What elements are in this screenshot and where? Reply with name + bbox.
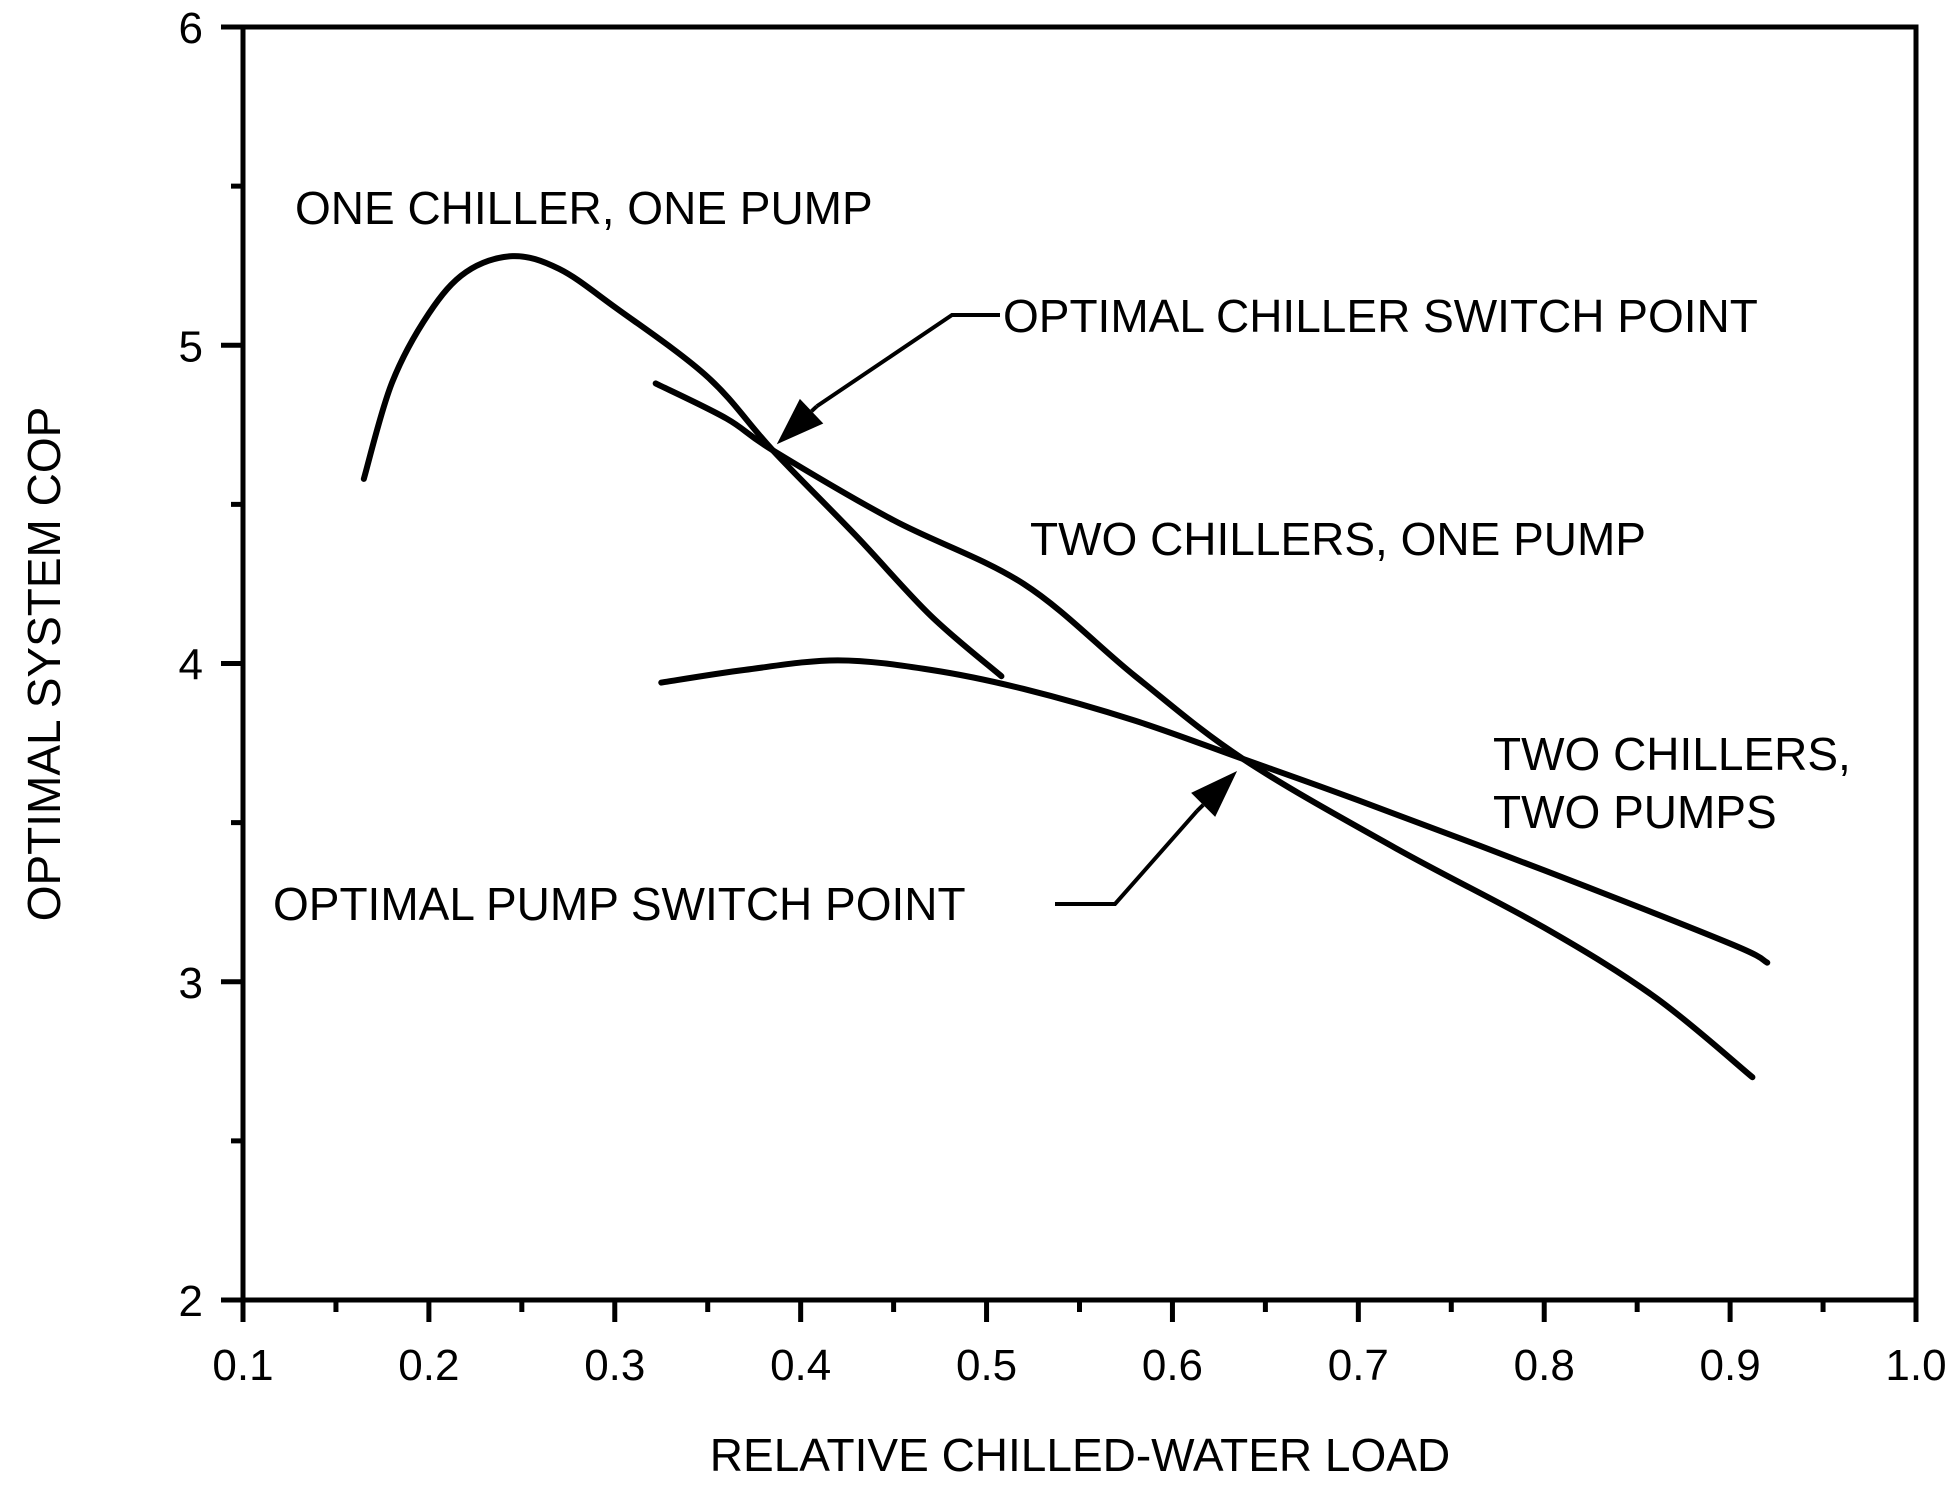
label-one-chiller-one-pump: ONE CHILLER, ONE PUMP [295,182,873,234]
curve-one-chiller-one-pump [360,253,1005,680]
pump-switch-leader [1055,809,1199,906]
label-two-chillers-one-pump: TWO CHILLERS, ONE PUMP [1030,513,1646,565]
y-tick-label: 3 [179,959,203,1008]
chiller-switch-arrow-head [776,398,824,445]
curve-two-chillers-two-pumps [658,657,1771,966]
y-tick-label: 2 [179,1277,203,1326]
chiller-switch-leader [815,313,1000,408]
label-optimal-pump-switch-point: OPTIMAL PUMP SWITCH POINT [273,878,966,930]
x-tick-label: 1.0 [1885,1341,1946,1390]
x-tick-label: 0.6 [1142,1341,1203,1390]
data-curves [360,253,1771,1081]
curve-two-chillers-one-pump [652,380,1756,1081]
x-tick-label: 0.7 [1328,1341,1389,1390]
y-tick-label: 5 [179,322,203,371]
pump-switch-arrow-head [1191,770,1238,817]
x-tick-label: 0.9 [1700,1341,1761,1390]
label-two-chillers-two-pumps-line2: TWO PUMPS [1493,786,1777,838]
annotations: ONE CHILLER, ONE PUMP OPTIMAL CHILLER SWI… [273,182,1851,930]
x-tick-label: 0.4 [770,1341,831,1390]
label-optimal-chiller-switch-point: OPTIMAL CHILLER SWITCH POINT [1003,290,1758,342]
x-tick-label: 0.2 [398,1341,459,1390]
chiller-switch-arrow-shaft [810,404,819,413]
x-axis-label: RELATIVE CHILLED-WATER LOAD [710,1429,1450,1481]
y-tick-label: 4 [179,641,203,690]
pump-switch-arrow-shaft [1195,803,1205,813]
x-tick-label: 0.3 [584,1341,645,1390]
x-tick-label: 0.1 [212,1341,273,1390]
y-axis-label: OPTIMAL SYSTEM COP [18,407,70,922]
tick-labels: 0.1 0.2 0.3 0.4 0.5 0.6 0.7 0.8 0.9 1.0 2 3 4 5 6 [179,4,1947,1390]
x-tick-label: 0.5 [956,1341,1017,1390]
label-two-chillers-two-pumps-line1: TWO CHILLERS, [1493,728,1851,780]
axis-ticks [221,24,1919,1322]
y-tick-label: 6 [179,4,203,53]
x-tick-label: 0.8 [1514,1341,1575,1390]
